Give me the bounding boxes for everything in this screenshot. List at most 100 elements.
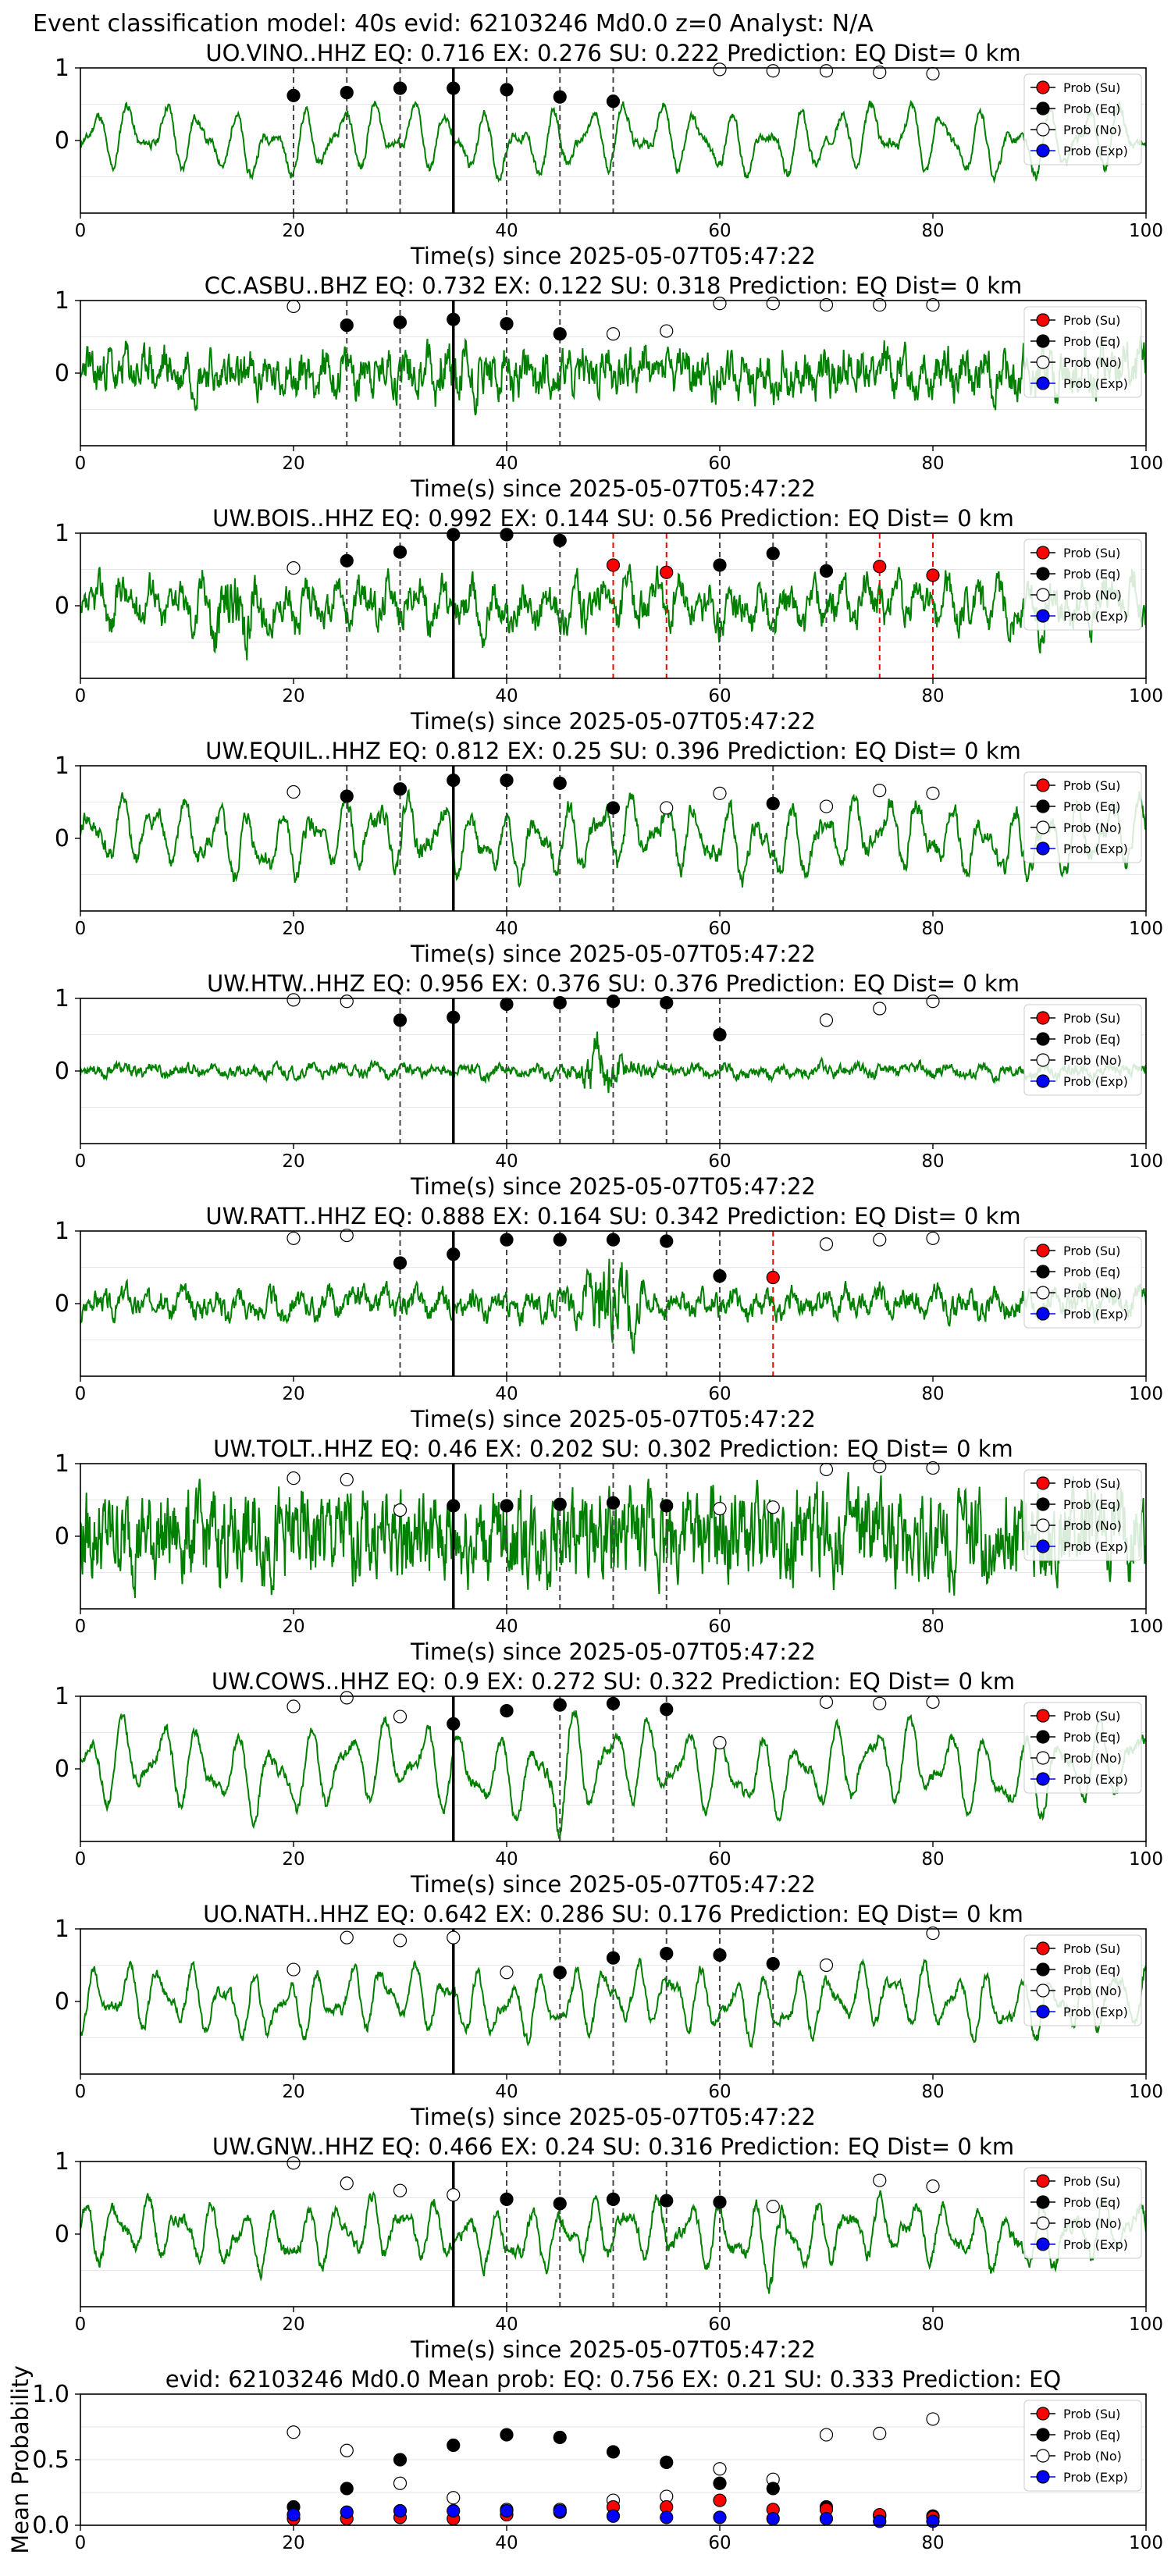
legend-box <box>1023 1934 1142 2026</box>
legend-label-exp: Prob (Exp) <box>1063 2237 1128 2252</box>
prob-eq-marker <box>447 81 461 95</box>
prob-eq-marker <box>393 315 408 329</box>
prob-su-marker <box>660 565 674 579</box>
prob-no-marker <box>819 1695 834 1710</box>
legend-marker-exp <box>1036 1307 1050 1321</box>
prob-no-marker <box>340 994 354 1009</box>
x-tick-label: 60 <box>708 1617 731 1637</box>
prob-eq-marker <box>766 2482 780 2496</box>
y-tick-label: 0 <box>55 592 69 620</box>
x-tick-label: 100 <box>1129 1151 1163 1172</box>
x-tick-label: 40 <box>495 1151 518 1172</box>
prob-no-marker <box>713 62 727 76</box>
y-tick-label: 0 <box>55 1988 69 2016</box>
legend-label-eq: Prob (Eq) <box>1063 567 1120 582</box>
legend-marker-exp <box>1036 2237 1050 2251</box>
legend-box <box>1023 306 1142 398</box>
legend-marker-su <box>1036 546 1050 560</box>
legend-label-exp: Prob (Exp) <box>1063 1539 1128 1554</box>
x-tick-label: 100 <box>1129 686 1163 706</box>
legend-label-exp: Prob (Exp) <box>1063 1074 1128 1089</box>
x-tick-label: 40 <box>495 454 518 474</box>
y-tick-label: 0 <box>55 1058 69 1085</box>
prob-eq-marker <box>340 86 354 100</box>
legend-label-no: Prob (No) <box>1063 820 1122 835</box>
prob-eq-marker <box>713 1027 727 1042</box>
x-tick-label: 40 <box>495 2082 518 2102</box>
y-tick-label: 0 <box>55 1756 69 1783</box>
x-axis-label: Time(s) since 2025-05-07T05:47:22 <box>410 1173 816 1200</box>
prob-eq-marker <box>500 317 514 331</box>
prob-su-marker <box>926 568 940 582</box>
legend-marker-eq <box>1036 1962 1050 1976</box>
x-tick-label: 20 <box>282 221 304 241</box>
prob-no-marker <box>873 2426 887 2440</box>
chart-panel-9: UW.GNW..HHZ EQ: 0.466 EX: 0.24 SU: 0.316… <box>55 2133 1163 2363</box>
prob-eq-marker <box>500 2428 514 2442</box>
legend-label-su: Prob (Su) <box>1063 1011 1120 1026</box>
prob-eq-marker <box>393 1256 408 1270</box>
prob-exp-marker <box>340 2505 354 2519</box>
x-tick-label: 40 <box>495 2533 518 2553</box>
legend-marker-su <box>1036 1244 1050 1258</box>
x-tick-label: 60 <box>708 919 731 939</box>
x-tick-label: 60 <box>708 1849 731 1870</box>
x-tick-label: 100 <box>1129 454 1163 474</box>
prob-eq-marker <box>447 1247 461 1261</box>
prob-eq-marker <box>393 782 408 796</box>
chart-title: UW.COWS..HHZ EQ: 0.9 EX: 0.272 SU: 0.322… <box>212 1668 1015 1695</box>
prob-no-marker <box>340 2176 354 2190</box>
x-tick-label: 0 <box>75 2533 87 2553</box>
y-tick-label: 1 <box>55 55 69 82</box>
legend-marker-exp <box>1036 2005 1050 2019</box>
x-tick-label: 60 <box>708 1384 731 1404</box>
prob-no-marker <box>287 561 301 575</box>
prob-eq-marker <box>500 997 514 1012</box>
prob-eq-marker <box>713 558 727 572</box>
legend-marker-no <box>1036 1286 1050 1300</box>
x-axis-label: Time(s) since 2025-05-07T05:47:22 <box>410 1871 816 1898</box>
prob-eq-marker <box>393 1013 408 1027</box>
legend-marker-su <box>1036 1011 1050 1025</box>
prob-no-marker <box>819 799 834 813</box>
legend-label-exp: Prob (Exp) <box>1063 2005 1128 2019</box>
legend-marker-exp <box>1036 144 1050 158</box>
legend: Prob (Su) Prob (Eq) Prob (No) Prob (Exp) <box>1023 1934 1142 2026</box>
chart-title: UW.RATT..HHZ EQ: 0.888 EX: 0.164 SU: 0.3… <box>205 1203 1020 1229</box>
chart-title: evid: 62103246 Md0.0 Mean prob: EQ: 0.75… <box>166 2366 1062 2393</box>
x-tick-label: 80 <box>921 2314 944 2335</box>
chart-title: UW.TOLT..HHZ EQ: 0.46 EX: 0.202 SU: 0.30… <box>213 1436 1013 1462</box>
x-tick-label: 0 <box>75 1384 87 1404</box>
legend-marker-su <box>1036 1476 1050 1490</box>
legend-marker-exp <box>1036 376 1050 390</box>
prob-no-marker <box>873 1002 887 1016</box>
prob-no-marker <box>287 1471 301 1485</box>
x-tick-label: 20 <box>282 1384 304 1404</box>
x-tick-label: 80 <box>921 2533 944 2553</box>
legend-label-eq: Prob (Eq) <box>1063 1730 1120 1745</box>
legend-box <box>1023 1702 1142 1794</box>
legend-marker-eq <box>1036 2195 1050 2209</box>
prob-no-marker <box>873 297 887 312</box>
x-tick-label: 100 <box>1129 2533 1163 2553</box>
x-tick-label: 80 <box>921 919 944 939</box>
prob-no-marker <box>766 2200 780 2214</box>
chart-title: UO.NATH..HHZ EQ: 0.642 EX: 0.286 SU: 0.1… <box>203 1901 1023 1927</box>
prob-eq-marker <box>447 1499 461 1513</box>
prob-no-marker <box>447 2491 461 2505</box>
chart-panel-4: UW.HTW..HHZ EQ: 0.956 EX: 0.376 SU: 0.37… <box>55 970 1163 1200</box>
legend-box <box>1023 771 1142 863</box>
prob-eq-marker <box>553 995 567 1010</box>
prob-no-marker <box>287 1962 301 1976</box>
prob-eq-marker <box>606 94 621 109</box>
prob-eq-marker <box>287 88 301 102</box>
prob-eq-marker <box>606 2445 621 2459</box>
legend-label-su: Prob (Su) <box>1063 1941 1120 1956</box>
legend-label-eq: Prob (Eq) <box>1063 1032 1120 1047</box>
prob-no-marker <box>393 2476 408 2490</box>
legend-box <box>1023 2400 1142 2492</box>
prob-eq-marker <box>393 81 408 95</box>
x-tick-label: 20 <box>282 686 304 706</box>
prob-eq-marker <box>660 2455 674 2469</box>
prob-eq-marker <box>553 776 567 790</box>
